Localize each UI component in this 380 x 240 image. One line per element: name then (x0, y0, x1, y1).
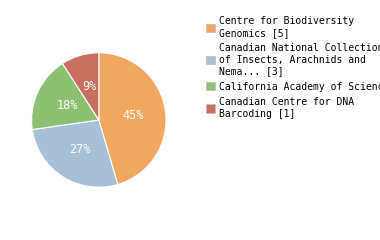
Wedge shape (99, 53, 166, 185)
Wedge shape (62, 53, 99, 120)
Text: 18%: 18% (56, 99, 78, 112)
Text: 9%: 9% (82, 80, 96, 93)
Text: 27%: 27% (69, 143, 90, 156)
Wedge shape (32, 120, 118, 187)
Wedge shape (32, 64, 99, 130)
Text: 45%: 45% (123, 108, 144, 121)
Legend: Centre for Biodiversity
Genomics [5], Canadian National Collection
of Insects, A: Centre for Biodiversity Genomics [5], Ca… (206, 16, 380, 119)
